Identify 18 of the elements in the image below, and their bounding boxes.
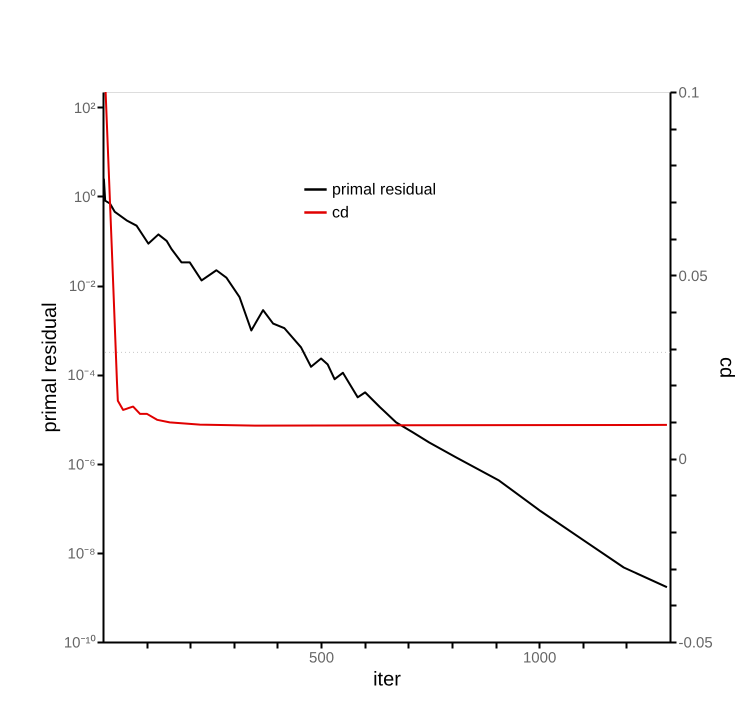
y-tick-label: 10⁰ (74, 188, 96, 206)
y-axis-title: primal residual (38, 302, 61, 433)
y-tick-label: 10⁻⁸ (67, 545, 96, 562)
y-tick-label: 10⁻⁴ (67, 367, 96, 384)
y-tick-label: 10⁻¹⁰ (64, 634, 96, 652)
y2-tick-label: 0.05 (678, 268, 708, 285)
x-tick-label: 1000 (522, 650, 556, 666)
y-tick-label: 10⁻⁶ (68, 456, 96, 474)
y-tick-label: 10⁻² (68, 278, 96, 296)
x-tick-label: 500 (309, 650, 334, 666)
y2-tick-label: -0.05 (678, 634, 713, 652)
x-axis-title: iter (373, 668, 402, 690)
y2-tick-label: 0.1 (678, 84, 700, 102)
legend-label: cd (332, 204, 349, 222)
legend-label: primal residual (332, 182, 436, 198)
y2-tick-label: 0 (678, 451, 687, 468)
y2-axis-title: cd (716, 356, 738, 378)
y-tick-label: 10² (74, 100, 96, 117)
